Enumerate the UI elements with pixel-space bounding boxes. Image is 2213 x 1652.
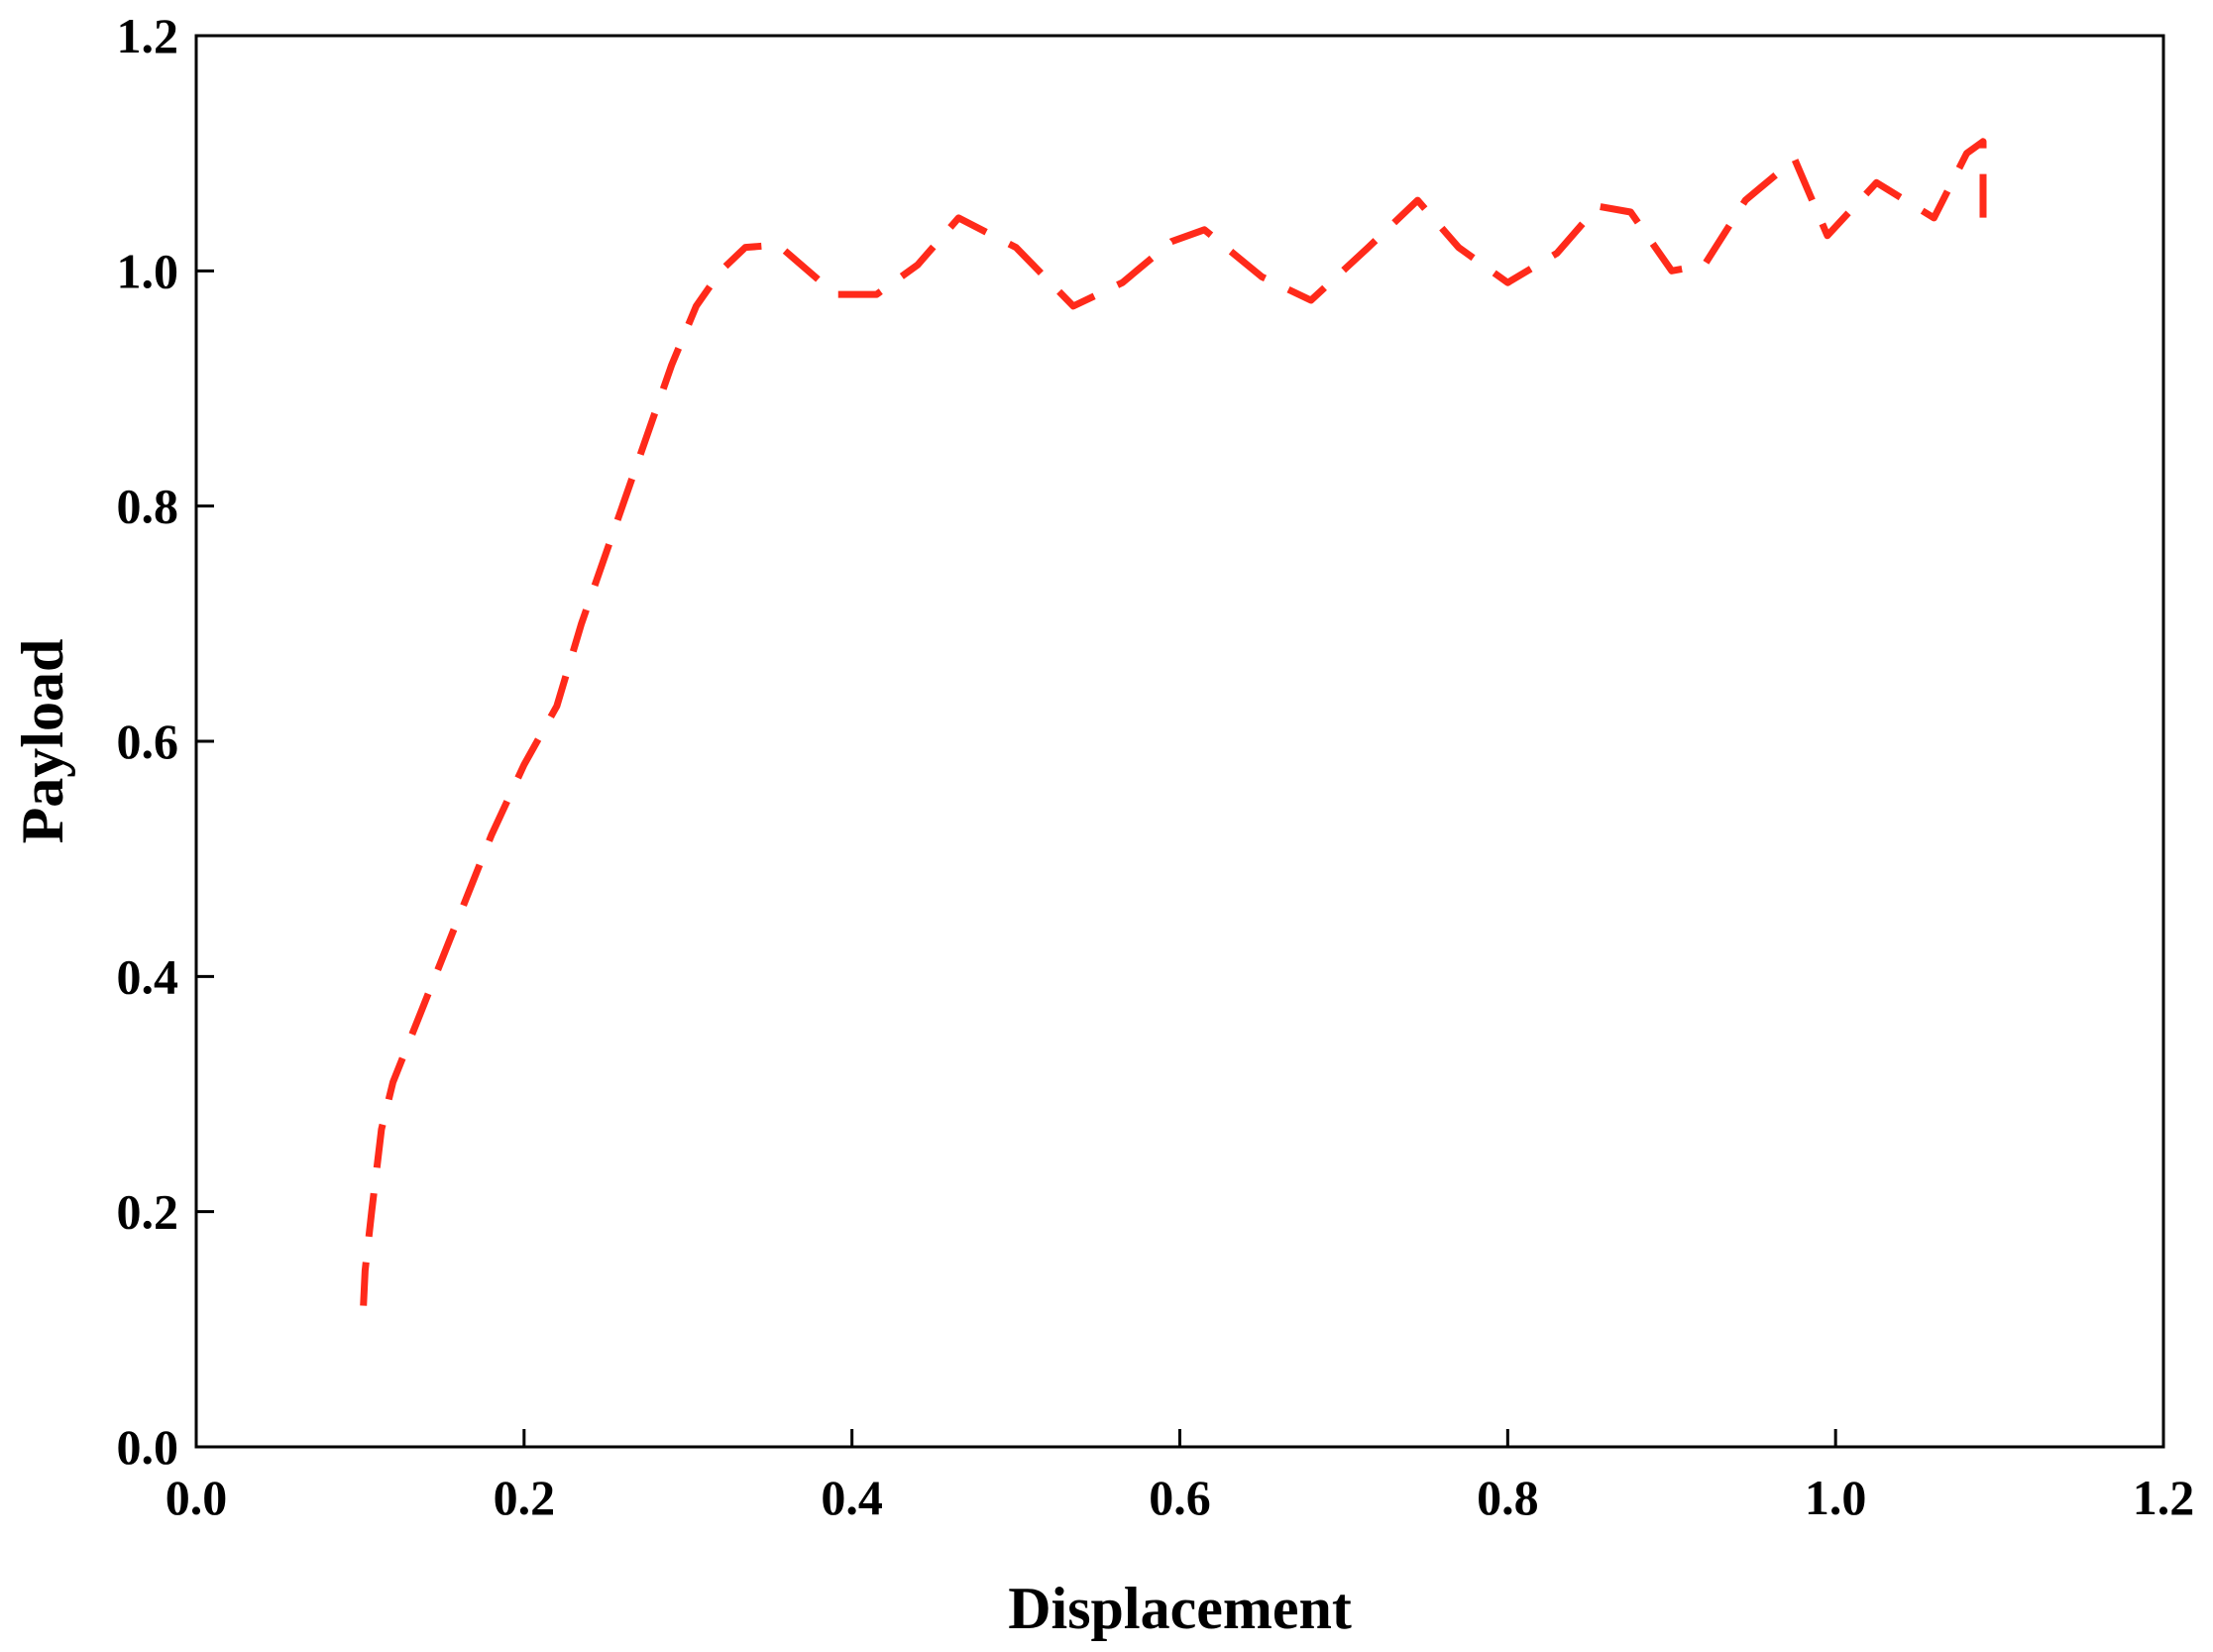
y-tick-label: 0.6 (117, 714, 179, 769)
series-line-0 (360, 138, 1987, 1306)
x-tick-label: 1.2 (2133, 1470, 2195, 1525)
x-tick-label: 0.0 (166, 1470, 228, 1525)
y-tick-label: 0.2 (117, 1184, 179, 1240)
x-tick-label: 0.2 (494, 1470, 556, 1525)
x-tick-label: 0.6 (1149, 1470, 1211, 1525)
y-tick-label: 0.4 (117, 948, 179, 1004)
y-tick-label: 0.8 (117, 479, 179, 534)
x-axis-ticks: 0.0 0.2 0.4 0.6 0.8 1.0 1.2 (166, 1429, 2195, 1525)
series-group (360, 138, 1987, 1306)
y-tick-label: 0.0 (117, 1419, 179, 1475)
y-axis-ticks: 0.0 0.2 0.4 0.6 0.8 1.0 1.2 (117, 8, 214, 1475)
x-axis-title: Displacement (1008, 1576, 1352, 1641)
x-tick-label: 0.4 (821, 1470, 883, 1525)
y-tick-label: 1.2 (117, 8, 179, 63)
x-tick-label: 0.8 (1477, 1470, 1539, 1525)
x-tick-label: 1.0 (1805, 1470, 1867, 1525)
y-tick-label: 1.0 (117, 243, 179, 298)
y-axis-title: Payload (10, 639, 75, 844)
